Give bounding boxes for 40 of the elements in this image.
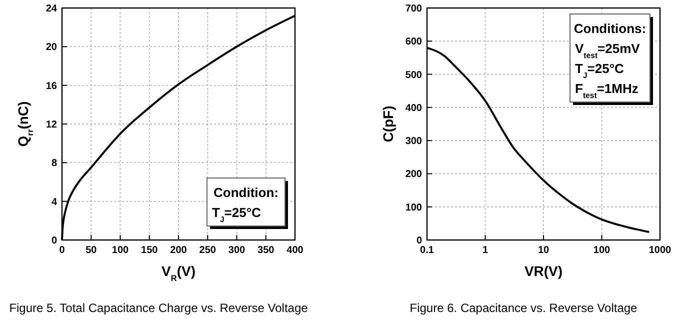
x-tick-label: 350 [258, 245, 275, 256]
x-tick-label: 1000 [648, 245, 672, 256]
x-tick-label: 50 [86, 245, 98, 256]
y-tick-label: 12 [46, 120, 58, 130]
y-tick-label: 200 [405, 169, 422, 180]
y-tick-label: 0 [51, 236, 58, 246]
y-tick-label: 0 [416, 236, 422, 246]
annotation: T$_{J}$=25°C [212, 205, 262, 224]
x-tick-label: 200 [170, 245, 188, 256]
x-tick-label: 150 [141, 245, 158, 256]
x-tick-label: 300 [228, 245, 246, 256]
x-tick-label: 0.1 [420, 245, 434, 256]
x-tick-label: 100 [593, 245, 611, 256]
annotation: Conditions: [574, 21, 646, 36]
x-tick-label: 0 [59, 245, 66, 256]
x-tick-label: 1 [482, 245, 488, 256]
x-tick-label: 400 [286, 245, 304, 256]
y-tick-label: 20 [46, 42, 58, 54]
annotation: V$_{test}$=25mV [575, 41, 640, 60]
y-tick-label: 500 [405, 70, 422, 81]
x-tick-label: 100 [112, 245, 130, 256]
text: Figure 6. Capacitance vs. Reverse Voltage [410, 301, 638, 315]
x-tick-label: 10 [538, 245, 550, 256]
y-tick-label: 24 [46, 4, 58, 14]
x-axis-title: VR(V) [524, 263, 563, 279]
y-axis-title: C(pF) [380, 106, 396, 142]
x-axis-title: V$_{R}$(V) [161, 263, 196, 283]
annotation: Condition: [214, 185, 278, 200]
y-tick-label: 300 [405, 136, 422, 148]
y-tick-label: 100 [405, 202, 422, 214]
annotation: F$_{test}$=1MHz [575, 81, 639, 100]
text: Figure 5. Total Capacitance Charge vs. Reverse Voltage [9, 301, 308, 315]
annotation: T$_{J}$=25°C [575, 61, 625, 80]
y-tick-label: 600 [405, 36, 422, 48]
y-tick-label: 700 [405, 4, 422, 14]
y-tick-label: 400 [405, 102, 422, 114]
x-tick-label: 250 [199, 245, 216, 256]
y-tick-label: 4 [51, 196, 58, 208]
y-tick-label: 16 [46, 80, 58, 92]
y-tick-label: 8 [51, 158, 58, 170]
